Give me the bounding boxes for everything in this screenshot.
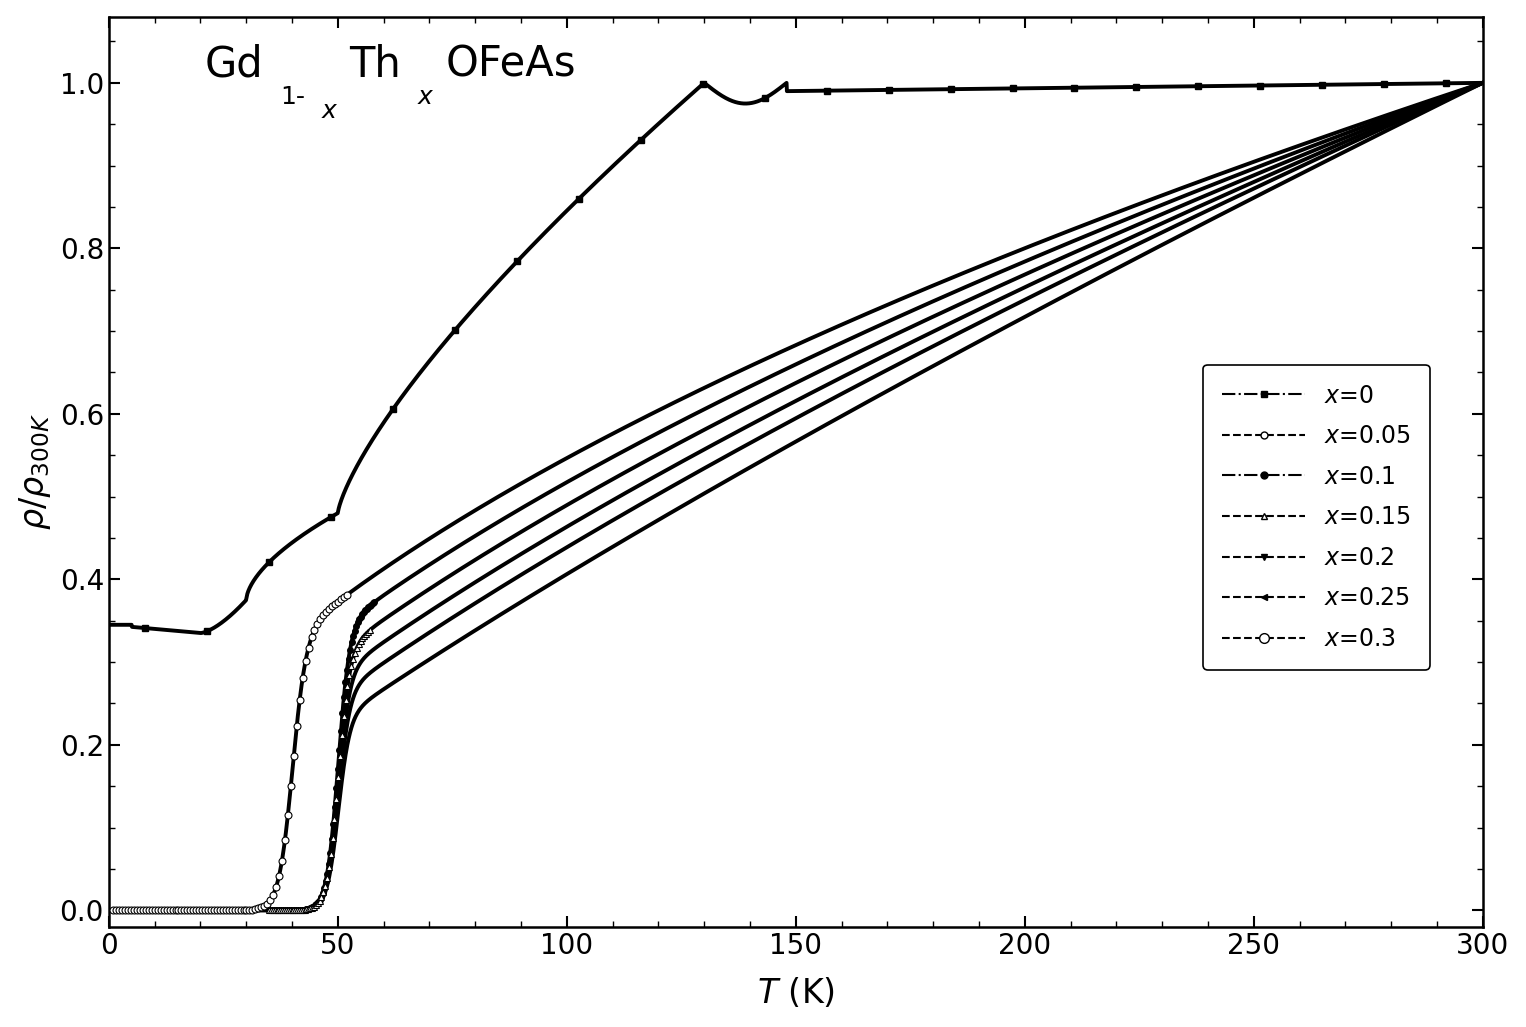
Text: OFeAs: OFeAs — [446, 44, 575, 86]
X-axis label: $T$ (K): $T$ (K) — [757, 977, 835, 1011]
Text: x: x — [418, 85, 433, 109]
Y-axis label: $\rho/\rho_{300K}$: $\rho/\rho_{300K}$ — [17, 413, 53, 530]
Text: Gd: Gd — [204, 44, 264, 86]
Text: Th: Th — [349, 44, 401, 86]
Text: 1-: 1- — [281, 85, 305, 109]
Text: x: x — [322, 99, 337, 122]
Legend: $x$=0, $x$=0.05, $x$=0.1, $x$=0.15, $x$=0.2, $x$=0.25, $x$=0.3: $x$=0, $x$=0.05, $x$=0.1, $x$=0.15, $x$=… — [1204, 365, 1430, 670]
